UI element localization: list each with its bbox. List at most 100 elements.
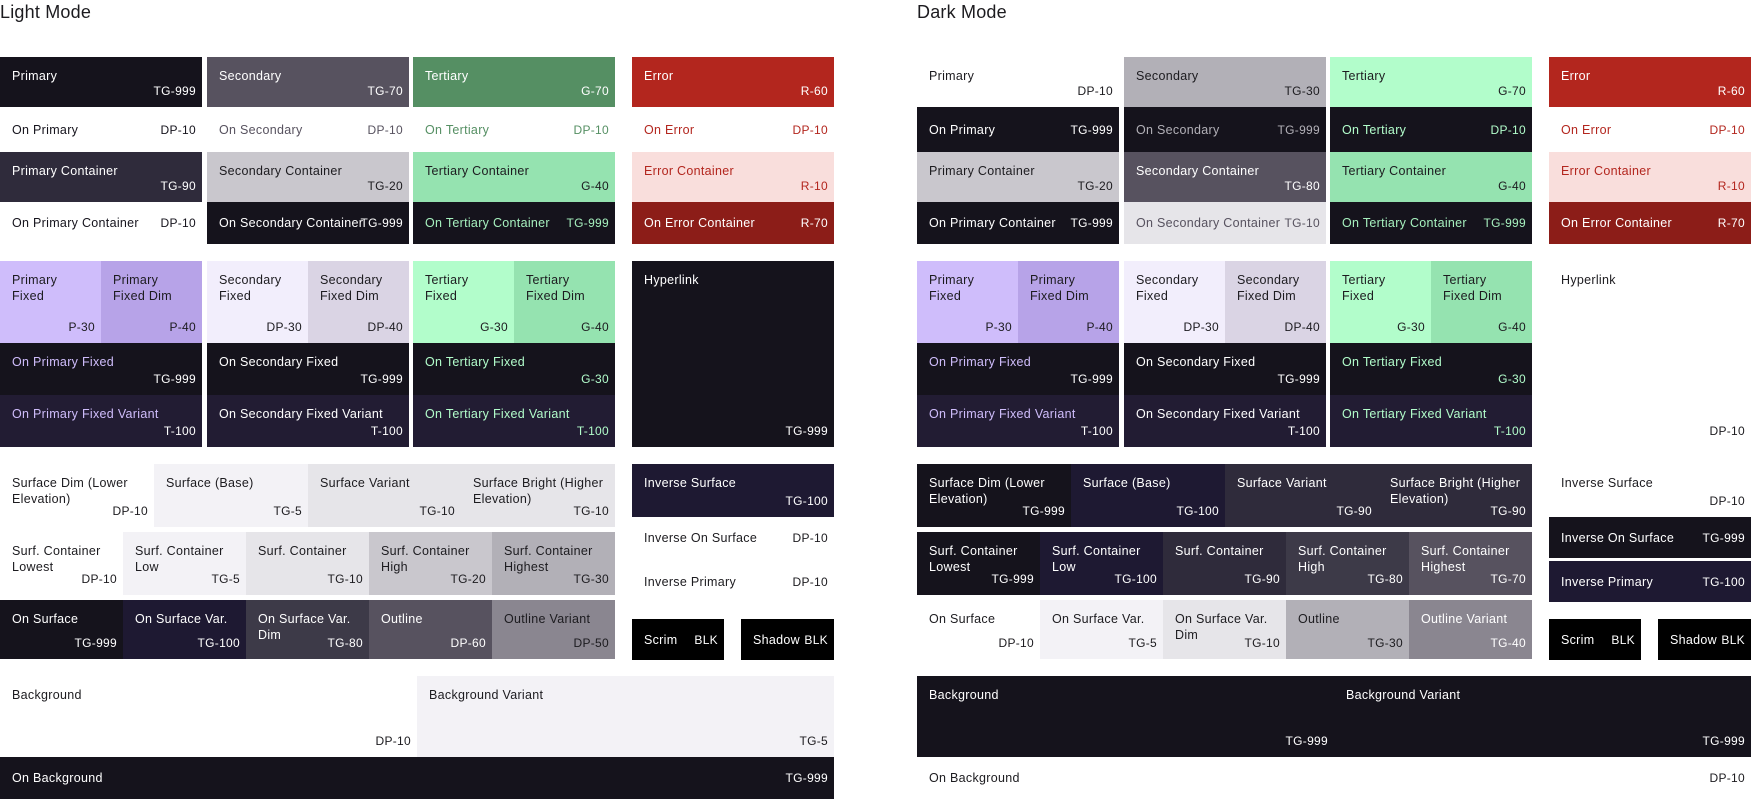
dark-swatch-surf-container-high: Surf. Container High TG-80 <box>1286 532 1409 595</box>
light-swatch-inverse-surface: Inverse Surface TG-100 <box>632 464 834 517</box>
light-swatch-primary-fixed-dim: Primary Fixed Dim P-40 <box>101 261 202 343</box>
swatch-code: DP-10 <box>160 122 196 137</box>
swatch-name: Primary Container <box>12 164 118 178</box>
swatch-name: On Primary Container <box>12 216 139 230</box>
swatch-name: On Secondary Fixed Variant <box>219 407 383 421</box>
swatch-code: TG-90 <box>160 179 196 193</box>
swatch-code: TG-999 <box>1702 530 1745 545</box>
light-swatch-surface-variant: Surface Variant TG-10 <box>308 464 461 527</box>
swatch-name: On Surface <box>12 612 79 626</box>
swatch-code: R-70 <box>1717 216 1745 230</box>
swatch-name: Hyperlink <box>1561 273 1616 287</box>
swatch-code: DP-10 <box>1709 494 1745 508</box>
swatch-name: Secondary Fixed <box>219 273 282 303</box>
dark-swatch-on-primary-container: On Primary Container TG-999 <box>917 202 1119 244</box>
swatch-code: G-40 <box>1498 179 1526 193</box>
swatch-code: TG-5 <box>273 504 302 518</box>
swatch-name: On Primary <box>12 122 79 137</box>
dark-swatch-inverse-surface: Inverse Surface DP-10 <box>1549 464 1751 517</box>
dark-swatch-primary-fixed: Primary Fixed P-30 <box>917 261 1018 343</box>
swatch-name: Surf. Container Low <box>135 544 224 574</box>
swatch-code: G-30 <box>581 372 609 386</box>
dark-swatch-outline-variant: Outline Variant TG-40 <box>1409 600 1532 659</box>
light-swatch-inverse-primary: Inverse Primary DP-10 <box>632 561 834 602</box>
swatch-name: Outline Variant <box>1421 612 1508 626</box>
swatch-name: On Tertiary Container <box>425 216 550 230</box>
swatch-code: TG-999 <box>1070 216 1113 230</box>
swatch-code: DP-10 <box>792 122 828 137</box>
light-swatch-inverse-on-surface: Inverse On Surface DP-10 <box>632 517 834 558</box>
dark-swatch-inverse-on-surface: Inverse On Surface TG-999 <box>1549 517 1751 558</box>
swatch-code: DP-50 <box>573 636 609 650</box>
swatch-name: On Secondary Container <box>219 216 364 230</box>
swatch-code: T-100 <box>1080 424 1113 438</box>
light-swatch-surf-container-high: Surf. Container High TG-20 <box>369 532 492 595</box>
swatch-code: TG-20 <box>450 572 486 586</box>
light-swatch-on-primary-fixed-variant: On Primary Fixed Variant T-100 <box>0 395 202 447</box>
light-swatch-secondary-container: Secondary Container TG-20 <box>207 152 409 202</box>
swatch-code: TG-70 <box>1490 572 1526 586</box>
swatch-code: TG-999 <box>991 572 1034 586</box>
dark-swatch-on-secondary-fixed-variant: On Secondary Fixed Variant T-100 <box>1124 395 1326 447</box>
swatch-code: DP-10 <box>1490 122 1526 137</box>
swatch-code: TG-30 <box>1284 84 1320 98</box>
swatch-code: T-100 <box>576 424 609 438</box>
swatch-name: Surface Dim (Lower Elevation) <box>12 476 128 506</box>
swatch-name: On Primary <box>929 122 996 137</box>
swatch-name: On Secondary <box>219 122 303 137</box>
swatch-code: TG-20 <box>367 179 403 193</box>
swatch-name: Outline <box>1298 612 1340 626</box>
swatch-name: Tertiary Fixed <box>1342 273 1386 303</box>
swatch-name: Inverse On Surface <box>644 530 758 545</box>
dark-swatch-surf-container-low: Surf. Container Low TG-100 <box>1040 532 1163 595</box>
dark-swatch-surf-container: Surf. Container TG-90 <box>1163 532 1286 595</box>
light-swatch-surf-container-lowest: Surf. Container Lowest DP-10 <box>0 532 123 595</box>
swatch-code: TG-10 <box>327 572 363 586</box>
dark-swatch-surface-variant: Surface Variant TG-90 <box>1225 464 1378 527</box>
swatch-code: DP-40 <box>367 320 403 334</box>
light-swatch-on-error-container: On Error Container R-70 <box>632 202 834 244</box>
light-swatch-surface-bright: Surface Bright (Higher Elevation) TG-10 <box>461 464 615 527</box>
light-swatch-surf-container-low: Surf. Container Low TG-5 <box>123 532 246 595</box>
swatch-code: DP-10 <box>160 216 196 230</box>
swatch-name: On Error Container <box>1561 216 1672 230</box>
swatch-name: Primary <box>929 69 975 83</box>
dark-swatch-scrim: Scrim BLK <box>1549 619 1641 660</box>
dark-swatch-hyperlink: Hyperlink DP-10 <box>1549 261 1751 447</box>
swatch-name: Outline Variant <box>504 612 591 626</box>
dark-swatch-secondary-fixed: Secondary Fixed DP-30 <box>1124 261 1225 343</box>
swatch-code: DP-10 <box>998 636 1034 650</box>
light-swatch-tertiary: Tertiary G-70 <box>413 57 615 107</box>
swatch-code: TG-100 <box>197 636 240 650</box>
swatch-name: Surf. Container Highest <box>1421 544 1510 574</box>
swatch-name: Hyperlink <box>644 273 699 287</box>
swatch-name: On Tertiary Container <box>1342 216 1467 230</box>
dark-swatch-tertiary-container: Tertiary Container G-40 <box>1330 152 1532 202</box>
swatch-name: Surf. Container <box>258 544 347 558</box>
swatch-code: TG-80 <box>1367 572 1403 586</box>
swatch-name: On Surface Var. <box>135 612 228 626</box>
swatch-name: Inverse On Surface <box>1561 530 1675 545</box>
swatch-code: P-40 <box>1086 320 1113 334</box>
swatch-code: G-40 <box>1498 320 1526 334</box>
light-swatch-secondary: Secondary TG-70 <box>207 57 409 107</box>
light-swatch-on-surface: On Surface TG-999 <box>0 600 123 659</box>
dark-swatch-primary: Primary DP-10 <box>917 57 1119 107</box>
light-swatch-background-variant: Background Variant TG-5 <box>417 676 834 757</box>
swatch-name: Outline <box>381 612 423 626</box>
dark-swatch-background-variant: Background Variant TG-999 <box>1334 676 1751 757</box>
swatch-code: TG-100 <box>1114 572 1157 586</box>
swatch-name: On Error <box>644 122 695 137</box>
swatch-code: R-60 <box>800 84 828 98</box>
swatch-name: Primary Fixed Dim <box>113 273 172 303</box>
dark-swatch-tertiary-fixed: Tertiary Fixed G-30 <box>1330 261 1431 343</box>
swatch-code: DP-60 <box>450 636 486 650</box>
swatch-name: Surf. Container <box>1175 544 1264 558</box>
dark-swatch-on-tertiary-fixed: On Tertiary Fixed G-30 <box>1330 343 1532 395</box>
swatch-name: On Background <box>12 771 103 785</box>
light-swatch-scrim: Scrim BLK <box>632 619 724 660</box>
dark-swatch-surface-base: Surface (Base) TG-100 <box>1071 464 1225 527</box>
swatch-name: On Tertiary Fixed <box>1342 355 1443 369</box>
light-swatch-surf-container-highest: Surf. Container Highest TG-30 <box>492 532 615 595</box>
swatch-name: Primary Container <box>929 164 1035 178</box>
